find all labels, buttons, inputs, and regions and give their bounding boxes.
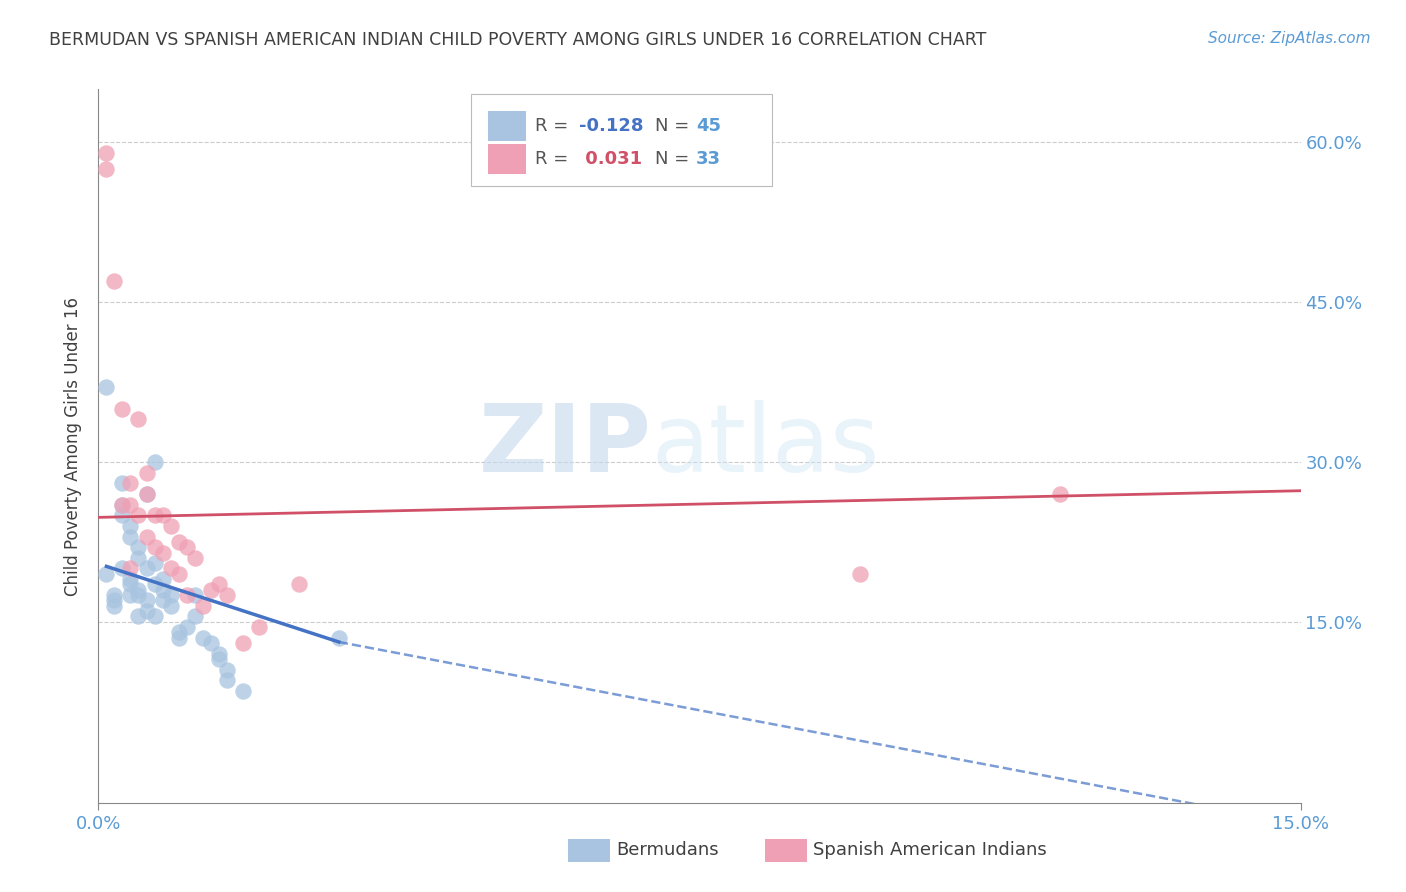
Text: N =: N =	[655, 118, 695, 136]
Point	[208, 647, 231, 661]
Point	[135, 561, 157, 575]
Point	[96, 162, 118, 177]
Point	[128, 609, 150, 624]
Point	[159, 519, 181, 533]
Point	[111, 476, 134, 491]
Point	[120, 519, 142, 533]
Point	[849, 566, 872, 581]
FancyBboxPatch shape	[471, 95, 772, 186]
Point	[183, 588, 205, 602]
Point	[215, 588, 238, 602]
Point	[135, 487, 157, 501]
Point	[120, 529, 142, 543]
Point	[176, 588, 198, 602]
Y-axis label: Child Poverty Among Girls Under 16: Child Poverty Among Girls Under 16	[65, 296, 83, 596]
Point	[120, 561, 142, 575]
Point	[215, 673, 238, 688]
Point	[111, 498, 134, 512]
Point	[96, 380, 118, 394]
Point	[200, 582, 222, 597]
Point	[120, 588, 142, 602]
Point	[183, 550, 205, 565]
Point	[120, 476, 142, 491]
Point	[143, 609, 166, 624]
Point	[96, 146, 118, 161]
FancyBboxPatch shape	[488, 145, 526, 174]
Point	[167, 631, 190, 645]
Point	[128, 582, 150, 597]
Text: R =: R =	[534, 118, 574, 136]
Point	[120, 572, 142, 586]
Point	[208, 652, 231, 666]
Text: Spanish American Indians: Spanish American Indians	[813, 841, 1046, 859]
Point	[128, 550, 150, 565]
Point	[152, 582, 174, 597]
Point	[167, 566, 190, 581]
Point	[167, 534, 190, 549]
Point	[103, 599, 125, 613]
Point	[159, 561, 181, 575]
Point	[159, 599, 181, 613]
Point	[143, 455, 166, 469]
Point	[232, 684, 254, 698]
Point	[152, 545, 174, 559]
Point	[135, 487, 157, 501]
Point	[176, 620, 198, 634]
Point	[143, 508, 166, 523]
Point	[176, 540, 198, 554]
Point	[128, 412, 150, 426]
Point	[128, 540, 150, 554]
Point	[208, 577, 231, 591]
Point	[191, 599, 214, 613]
Point	[288, 577, 311, 591]
Point	[103, 274, 125, 288]
Text: R =: R =	[534, 150, 574, 168]
Text: 45: 45	[696, 118, 721, 136]
Point	[128, 588, 150, 602]
FancyBboxPatch shape	[488, 112, 526, 141]
Point	[103, 593, 125, 607]
Point	[247, 620, 270, 634]
Point	[111, 401, 134, 416]
Text: N =: N =	[655, 150, 695, 168]
Point	[128, 508, 150, 523]
Point	[200, 636, 222, 650]
Text: Bermudans: Bermudans	[616, 841, 718, 859]
Point	[215, 663, 238, 677]
Text: 33: 33	[696, 150, 721, 168]
Text: BERMUDAN VS SPANISH AMERICAN INDIAN CHILD POVERTY AMONG GIRLS UNDER 16 CORRELATI: BERMUDAN VS SPANISH AMERICAN INDIAN CHIL…	[49, 31, 987, 49]
Point	[152, 593, 174, 607]
Point	[152, 508, 174, 523]
Point	[167, 625, 190, 640]
Point	[135, 529, 157, 543]
Text: ZIP: ZIP	[478, 400, 651, 492]
Point	[159, 588, 181, 602]
Point	[143, 556, 166, 570]
Text: atlas: atlas	[651, 400, 880, 492]
Point	[135, 604, 157, 618]
Point	[152, 572, 174, 586]
Point	[1049, 487, 1071, 501]
Text: Source: ZipAtlas.com: Source: ZipAtlas.com	[1208, 31, 1371, 46]
Point	[120, 498, 142, 512]
Point	[232, 636, 254, 650]
Point	[135, 593, 157, 607]
Point	[103, 588, 125, 602]
Text: -0.128: -0.128	[579, 118, 644, 136]
Point	[111, 561, 134, 575]
Point	[328, 631, 350, 645]
Point	[96, 566, 118, 581]
Point	[120, 577, 142, 591]
Point	[135, 466, 157, 480]
Point	[143, 577, 166, 591]
Point	[183, 609, 205, 624]
Point	[191, 631, 214, 645]
Point	[143, 540, 166, 554]
Point	[111, 508, 134, 523]
Text: 0.031: 0.031	[579, 150, 643, 168]
Point	[111, 498, 134, 512]
